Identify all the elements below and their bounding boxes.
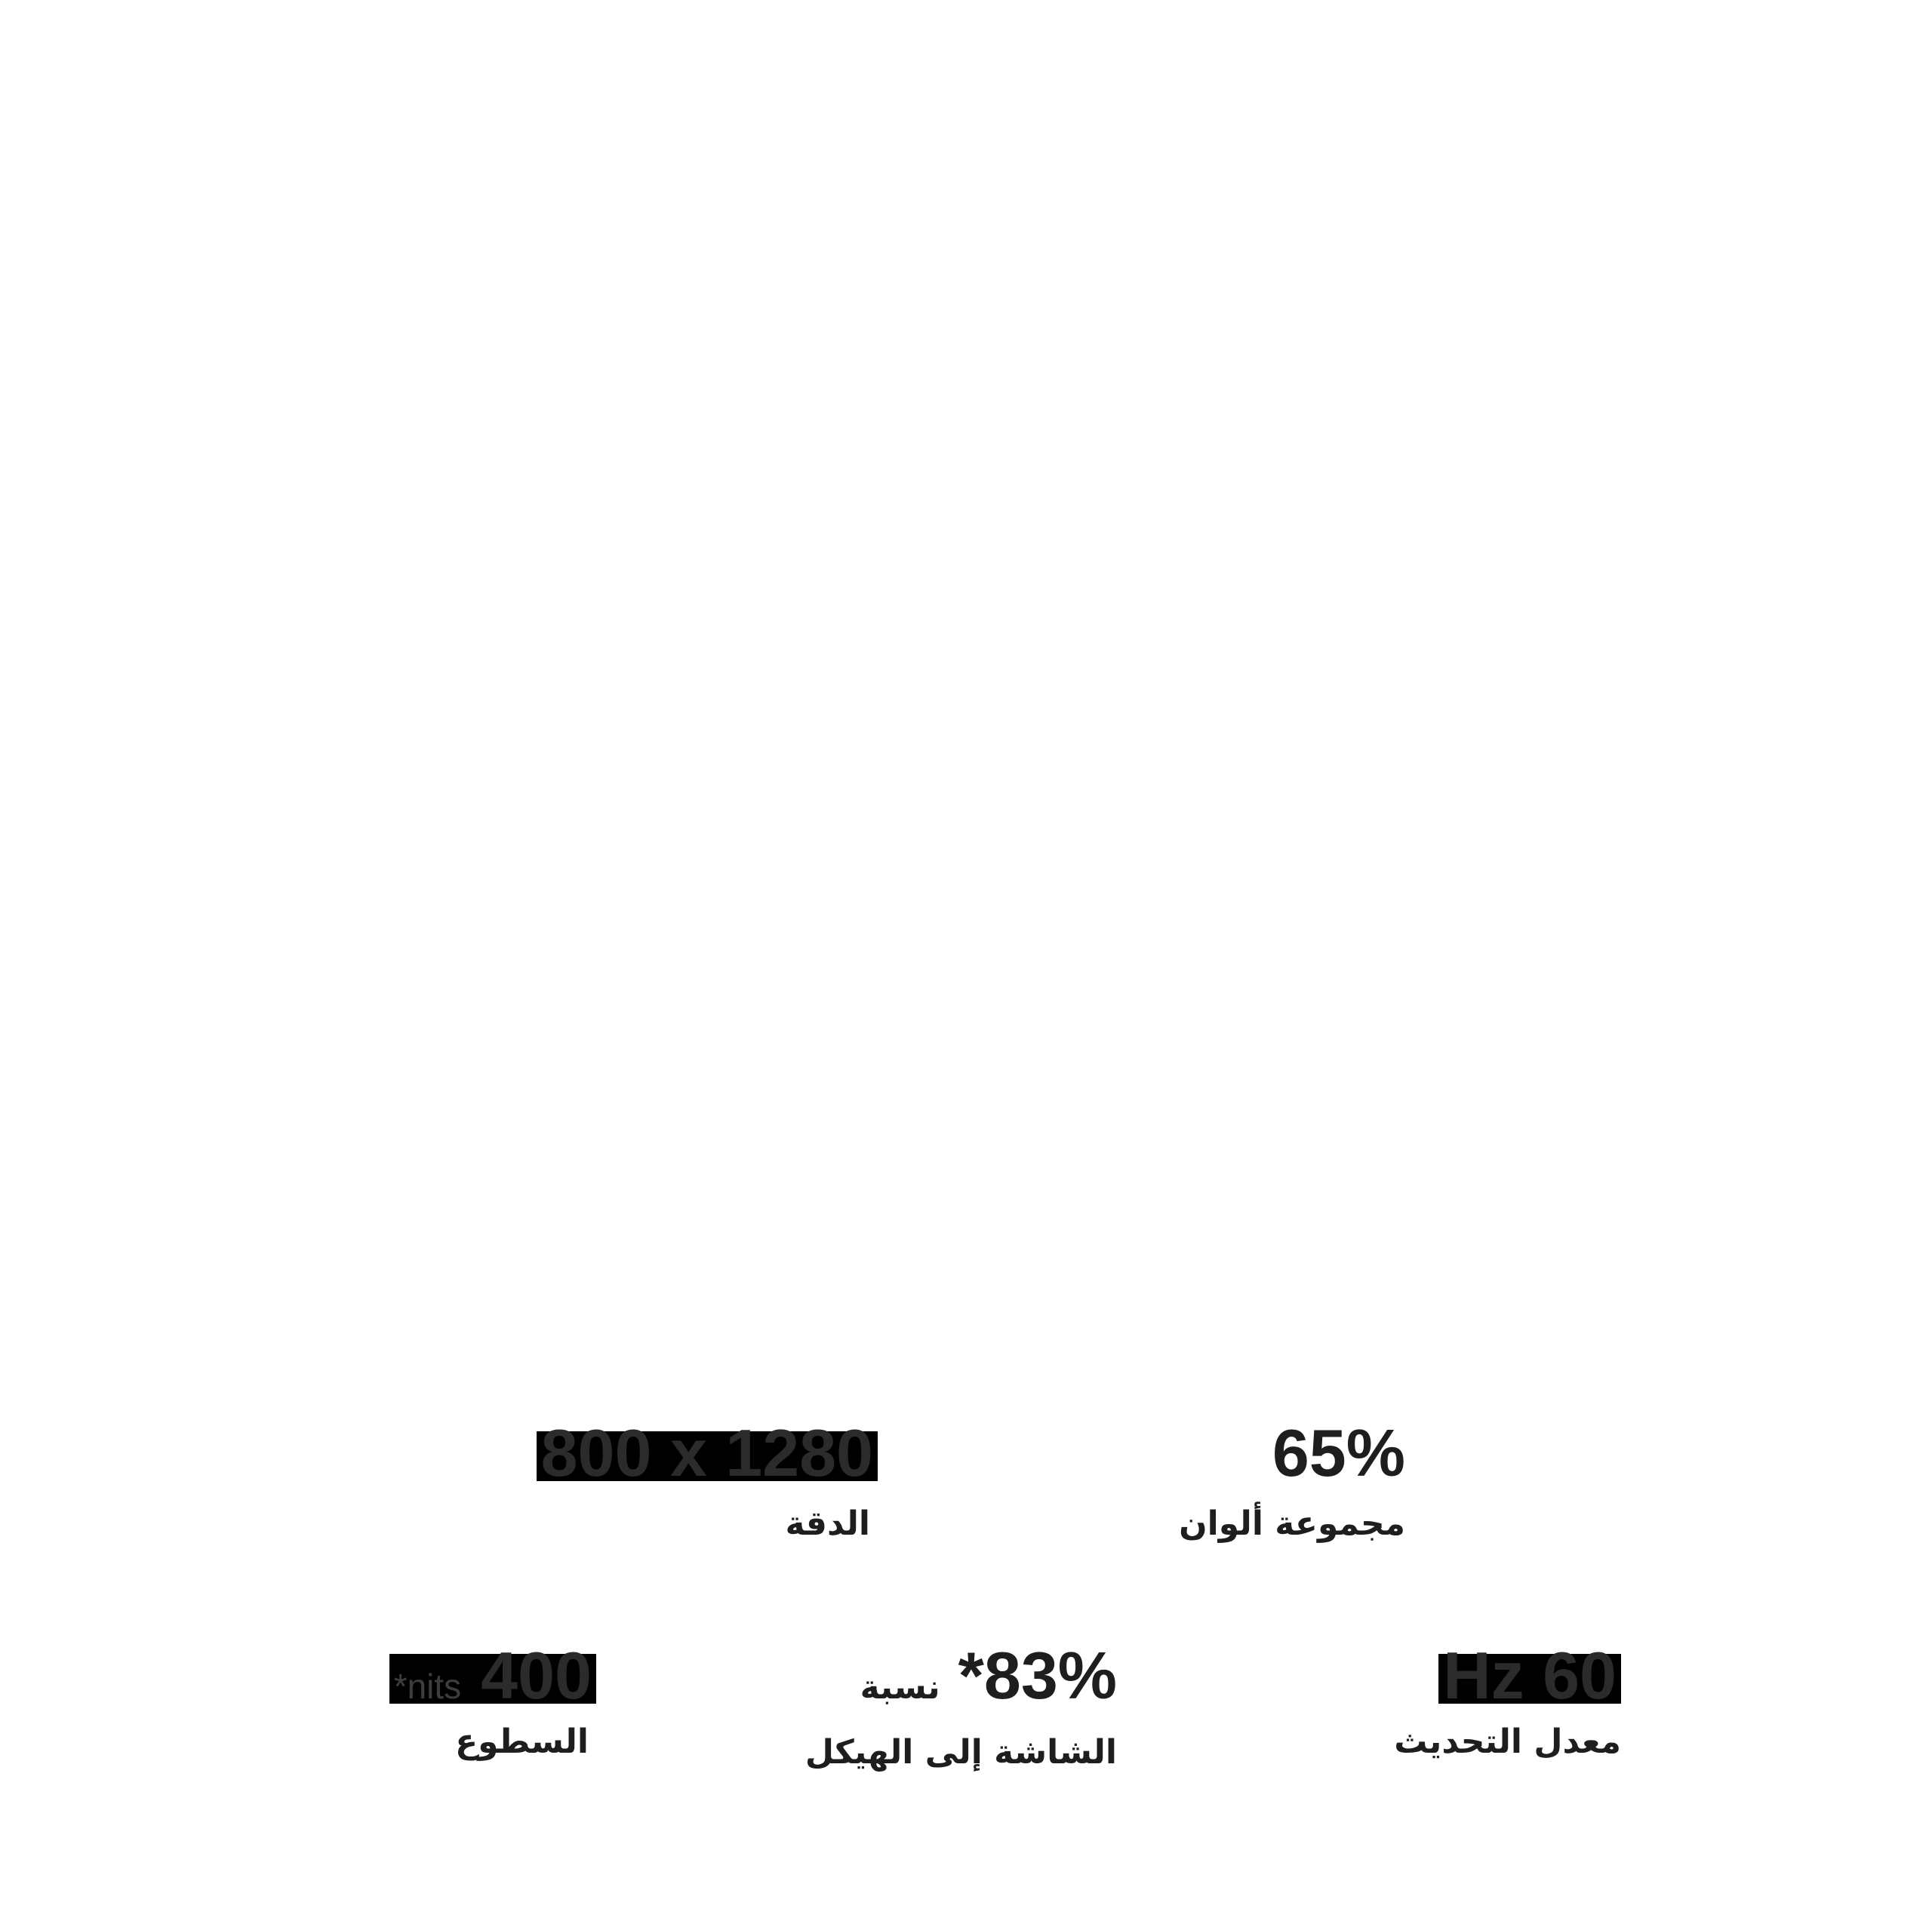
spec-brightness-value-box: *nits 400 xyxy=(389,1638,596,1713)
spec-brightness-value: 400 xyxy=(481,1638,592,1713)
spec-resolution-label: الدقة xyxy=(785,1504,870,1543)
spec-screen-to-body-ratio-value: *83% xyxy=(958,1638,1117,1713)
spec-screen-to-body-ratio-value-row: نسبة *83% xyxy=(805,1638,1117,1716)
spec-resolution: 800 x 1280 الدقة xyxy=(536,1415,878,1544)
spec-refresh-rate-value: Hz 60 xyxy=(1443,1638,1617,1713)
spec-resolution-value-box: 800 x 1280 xyxy=(536,1415,878,1490)
spec-color-gamut-value-row: 65% xyxy=(1179,1420,1405,1486)
spec-screen-to-body-ratio-inline-label: نسبة xyxy=(860,1668,940,1707)
spec-resolution-value: 800 x 1280 xyxy=(540,1415,873,1490)
spec-brightness-label: السطوع xyxy=(455,1723,589,1761)
spec-color-gamut-label: مجموعة ألوان xyxy=(1179,1504,1405,1543)
spec-brightness: *nits 400 السطوع xyxy=(389,1638,596,1763)
spec-refresh-rate-label: معدل التحديث xyxy=(1394,1723,1621,1761)
spec-screen-to-body-ratio-label: الشاشة إلى الهيكل xyxy=(804,1733,1117,1772)
spec-color-gamut-value: 65% xyxy=(1272,1415,1405,1490)
spec-screen-to-body-ratio: نسبة *83% الشاشة إلى الهيكل xyxy=(804,1638,1117,1773)
spec-brightness-unit: *nits xyxy=(393,1667,462,1706)
spec-refresh-rate-value-box: Hz 60 xyxy=(1438,1638,1621,1713)
spec-color-gamut: 65% مجموعة ألوان xyxy=(1179,1420,1405,1544)
spec-refresh-rate: Hz 60 معدل التحديث xyxy=(1394,1638,1621,1763)
